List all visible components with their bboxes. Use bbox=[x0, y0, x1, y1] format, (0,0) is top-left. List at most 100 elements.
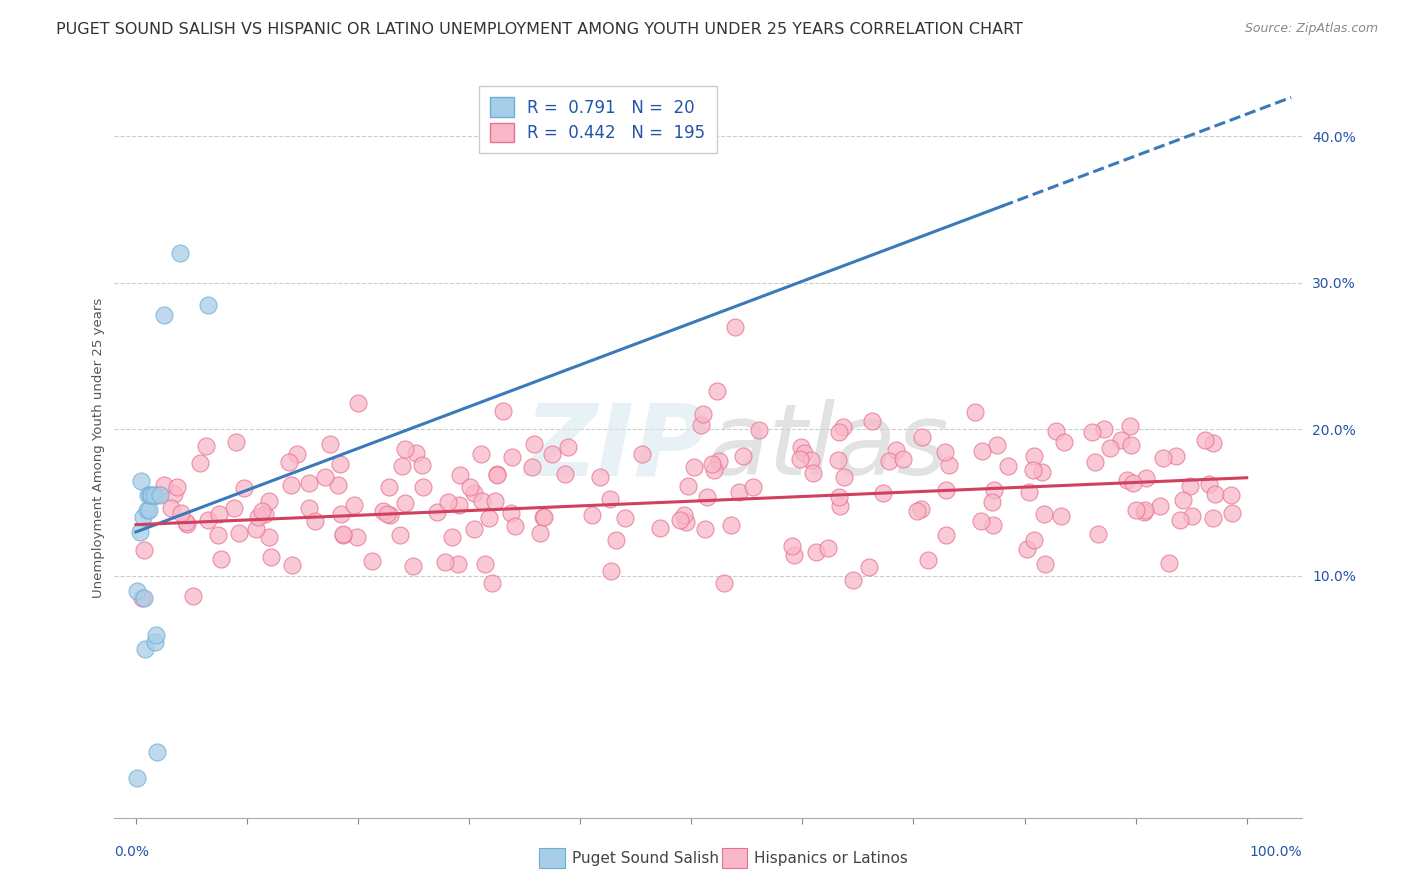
Point bbox=[332, 528, 354, 542]
Point bbox=[233, 481, 256, 495]
Point bbox=[1084, 454, 1107, 468]
Point bbox=[689, 418, 711, 433]
Point bbox=[486, 468, 509, 483]
Point bbox=[860, 414, 883, 428]
Point bbox=[599, 492, 621, 507]
Point bbox=[139, 488, 162, 502]
Point bbox=[1166, 449, 1188, 463]
Point bbox=[727, 485, 749, 500]
Point bbox=[388, 528, 411, 542]
Point bbox=[981, 495, 1004, 509]
Point bbox=[163, 487, 186, 501]
Point bbox=[131, 474, 153, 488]
Point bbox=[138, 503, 160, 517]
Point bbox=[149, 488, 172, 502]
Point bbox=[828, 490, 851, 504]
Point bbox=[541, 447, 564, 461]
Point bbox=[801, 467, 824, 481]
Point bbox=[678, 479, 700, 493]
Point bbox=[1178, 479, 1201, 493]
Point bbox=[707, 454, 730, 468]
Point bbox=[470, 447, 492, 461]
Point bbox=[170, 506, 193, 520]
Point bbox=[1219, 488, 1241, 502]
Point bbox=[142, 488, 165, 502]
Point bbox=[1119, 419, 1142, 434]
Point bbox=[872, 485, 894, 500]
Point bbox=[190, 456, 212, 470]
Point bbox=[1022, 450, 1045, 464]
Point bbox=[195, 439, 218, 453]
Point bbox=[970, 443, 993, 458]
Point bbox=[174, 515, 197, 529]
Point bbox=[318, 437, 340, 451]
Point bbox=[1111, 433, 1133, 447]
Point bbox=[1122, 475, 1144, 490]
Point bbox=[378, 508, 401, 522]
Point bbox=[426, 505, 449, 519]
Point bbox=[125, 583, 148, 598]
Point bbox=[831, 420, 853, 434]
Point bbox=[1045, 424, 1067, 438]
Point bbox=[277, 455, 299, 469]
Point bbox=[1149, 499, 1171, 513]
Point bbox=[605, 533, 627, 547]
Point bbox=[346, 530, 368, 544]
Point bbox=[280, 478, 302, 492]
Point bbox=[181, 589, 204, 603]
Point bbox=[346, 396, 368, 410]
Point bbox=[986, 437, 1008, 451]
Point bbox=[997, 458, 1019, 473]
Point bbox=[1092, 422, 1115, 436]
Point bbox=[1022, 463, 1045, 477]
Point bbox=[789, 452, 811, 467]
Point bbox=[197, 298, 219, 312]
Point bbox=[706, 384, 728, 398]
Point bbox=[911, 430, 934, 444]
Point bbox=[841, 573, 863, 587]
Point bbox=[983, 483, 1005, 497]
Point bbox=[884, 442, 907, 457]
Point bbox=[145, 627, 167, 641]
Point bbox=[298, 501, 321, 516]
Point bbox=[441, 530, 464, 544]
Text: 0.0%: 0.0% bbox=[114, 845, 149, 859]
Point bbox=[733, 449, 755, 463]
Point bbox=[523, 437, 546, 451]
Point bbox=[503, 519, 526, 533]
Point bbox=[1198, 477, 1220, 491]
Text: Source: ZipAtlas.com: Source: ZipAtlas.com bbox=[1244, 22, 1378, 36]
Point bbox=[360, 554, 382, 568]
Text: PUGET SOUND SALISH VS HISPANIC OR LATINO UNEMPLOYMENT AMONG YOUTH UNDER 25 YEARS: PUGET SOUND SALISH VS HISPANIC OR LATINO… bbox=[56, 22, 1024, 37]
Point bbox=[581, 508, 603, 523]
Point bbox=[675, 516, 697, 530]
Point bbox=[828, 499, 851, 513]
Point bbox=[935, 483, 957, 497]
Point bbox=[965, 405, 987, 419]
Point bbox=[588, 470, 610, 484]
Point bbox=[934, 444, 956, 458]
Point bbox=[790, 440, 813, 454]
Point bbox=[1181, 508, 1204, 523]
Point bbox=[471, 493, 494, 508]
Point bbox=[702, 457, 724, 471]
Point bbox=[692, 407, 714, 421]
Point bbox=[224, 501, 246, 516]
Point bbox=[693, 522, 716, 536]
Point bbox=[326, 477, 349, 491]
Point bbox=[1081, 425, 1104, 439]
Point bbox=[330, 507, 353, 521]
Point bbox=[152, 308, 174, 322]
Point bbox=[148, 486, 170, 500]
Point bbox=[650, 521, 672, 535]
Point bbox=[136, 503, 159, 517]
Point bbox=[132, 591, 155, 605]
Point bbox=[298, 475, 321, 490]
Point bbox=[136, 488, 159, 502]
Point bbox=[176, 516, 198, 531]
Point bbox=[486, 467, 509, 481]
Legend: R =  0.791   N =  20, R =  0.442   N =  195: R = 0.791 N = 20, R = 0.442 N = 195 bbox=[478, 86, 717, 153]
Point bbox=[817, 541, 839, 555]
Point bbox=[394, 495, 416, 509]
Point bbox=[1168, 513, 1191, 527]
